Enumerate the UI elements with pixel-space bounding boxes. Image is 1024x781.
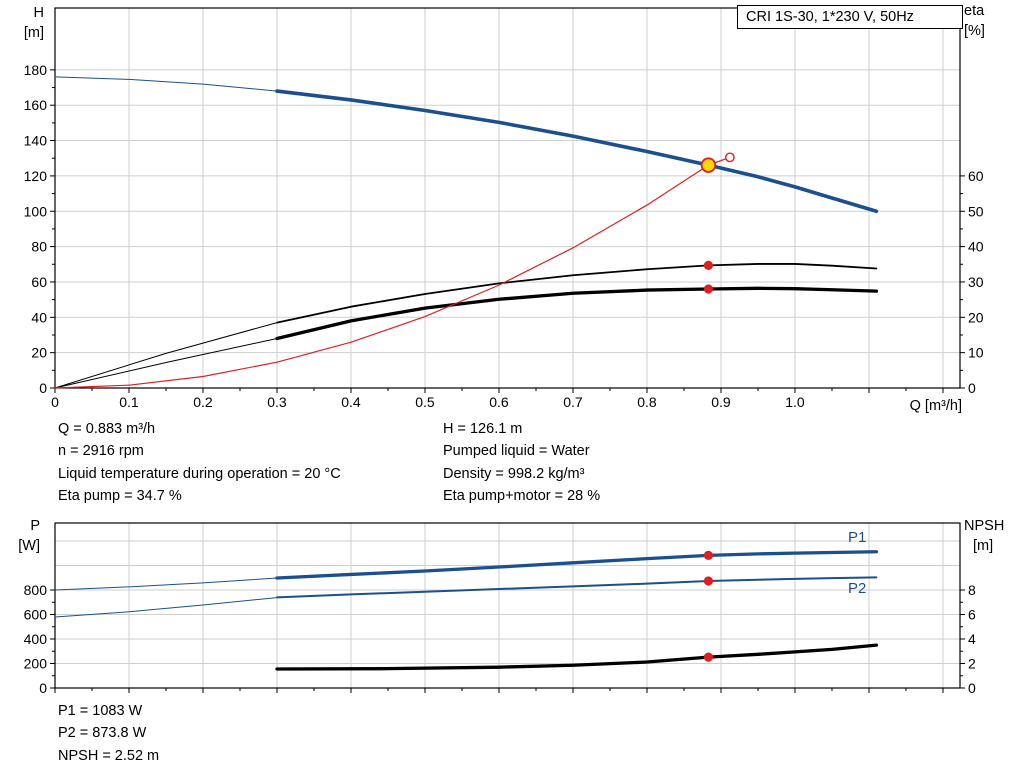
y-left-tick-label: 0 (39, 680, 47, 696)
info-line: Q = 0.883 m³/h (58, 421, 156, 437)
y-right-tick-label: 60 (968, 168, 984, 184)
plot-border (54, 7, 961, 389)
x-tick-label: 0.7 (563, 394, 583, 410)
y-right-tick-label: 20 (968, 309, 984, 325)
p2-curve-label: P2 (848, 580, 867, 597)
p2-curve-extension (54, 597, 278, 618)
y-left-tick-label: 40 (31, 309, 47, 325)
y-right-tick-label: 4 (968, 631, 976, 647)
x-tick-label: 0.8 (637, 394, 657, 410)
x-tick-label: 0.1 (119, 394, 139, 410)
y-right-tick-label: 50 (968, 203, 984, 219)
eta-axis-unit: [%] (964, 23, 985, 39)
eta-pump-curve-extension (54, 322, 278, 389)
y-left-tick-label: 120 (24, 168, 48, 184)
eta-pump-motor-point (703, 284, 714, 294)
y-left-tick-label: 160 (24, 97, 48, 113)
system-curve (54, 156, 731, 389)
info-line: NPSH = 2.52 m (58, 747, 160, 764)
x-tick-label: 0.6 (489, 394, 509, 410)
pump-title-box: CRI 1S-30, 1*230 V, 50Hz (737, 5, 963, 29)
p1-point (703, 550, 714, 560)
y-left-tick-label: 60 (31, 274, 47, 290)
p2-curve (275, 576, 878, 599)
h-axis-letter: H (33, 5, 44, 21)
y-left-tick-label: 180 (24, 62, 48, 78)
x-tick-label: 0.5 (415, 394, 435, 410)
duty-info-left-column: Q = 0.883 m³/h n = 2916 rpm Liquid tempera… (58, 418, 341, 507)
y-right-tick-label: 30 (968, 274, 984, 290)
h-axis-title: H [m] (0, 3, 44, 43)
y-right-tick-label: 0 (968, 380, 976, 396)
y-right-tick-label: 6 (968, 607, 976, 623)
y-right-tick-label: 10 (968, 345, 984, 361)
y-left-tick-label: 140 (24, 133, 48, 149)
info-line: Liquid temperature during operation = 20… (58, 465, 341, 482)
x-tick-label: 0.3 (267, 394, 287, 410)
info-line: n = 2916 rpm (58, 443, 144, 460)
info-line: P2 = 873.8 W (58, 725, 147, 742)
npsh-point (703, 652, 714, 662)
npsh-axis-unit: [m] (973, 538, 994, 554)
y-right-tick-label: 0 (968, 680, 976, 696)
p-axis-letter: P (30, 518, 40, 534)
qh-curve (275, 89, 879, 214)
y-right-tick-label: 8 (968, 582, 976, 598)
info-line: Eta pump = 34.7 % (58, 487, 182, 504)
p-axis-unit: [W] (18, 538, 40, 554)
npsh-axis-letter: NPSH (964, 518, 1005, 534)
y-left-tick-label: 100 (24, 203, 48, 219)
eta-pump-motor-curve-extension (54, 338, 278, 389)
eta-pump-motor-curve (275, 286, 879, 341)
h-axis-unit: [m] (23, 25, 44, 41)
y-left-tick-label: 0 (39, 380, 47, 396)
p1-curve-extension (54, 577, 278, 591)
eta-pump-point (703, 260, 714, 270)
p1-curve-label: P1 (848, 529, 867, 546)
y-right-tick-label: 40 (968, 239, 984, 255)
eta-pump-curve (276, 263, 878, 324)
info-line: Eta pump+motor = 28 % (443, 487, 601, 504)
info-line: H = 126.1 m (443, 421, 523, 437)
x-tick-label: 0.4 (341, 394, 361, 410)
y-left-tick-label: 600 (24, 607, 48, 623)
requested-duty-point (724, 152, 735, 163)
y-left-tick-label: 20 (31, 345, 47, 361)
power-npsh-results: P1 = 1083 W P2 = 873.8 W NPSH = 2.52 m (58, 700, 159, 767)
npsh-curve (275, 643, 879, 671)
q-axis-title: Q [m³/h] (909, 398, 962, 414)
duty-info-right-column: H = 126.1 m Pumped liquid = Water Density … (443, 418, 600, 507)
y-right-tick-label: 2 (968, 656, 976, 672)
info-line: Density = 998.2 kg/m³ (443, 465, 585, 482)
y-left-tick-label: 800 (24, 582, 48, 598)
info-line: Pumped liquid = Water (443, 443, 590, 460)
p1-curve (275, 550, 879, 580)
y-left-tick-label: 400 (24, 631, 48, 647)
p2-point (703, 576, 714, 586)
x-tick-label: 1.0 (785, 394, 805, 410)
x-tick-label: 0 (51, 394, 59, 410)
plot-border (54, 522, 961, 689)
y-left-tick-label: 80 (31, 239, 47, 255)
x-tick-label: 0.9 (711, 394, 731, 410)
npsh-axis-title: NPSH [m] (964, 516, 1004, 556)
eta-axis-letter: eta (964, 3, 985, 19)
qh-curve-extension (54, 76, 278, 92)
y-left-tick-label: 200 (24, 656, 48, 672)
info-line: P1 = 1083 W (58, 703, 143, 719)
p-axis-title: P [W] (0, 516, 40, 556)
x-tick-label: 0.2 (193, 394, 213, 410)
eta-axis-title: eta [%] (964, 1, 985, 41)
duty-point (700, 157, 717, 173)
